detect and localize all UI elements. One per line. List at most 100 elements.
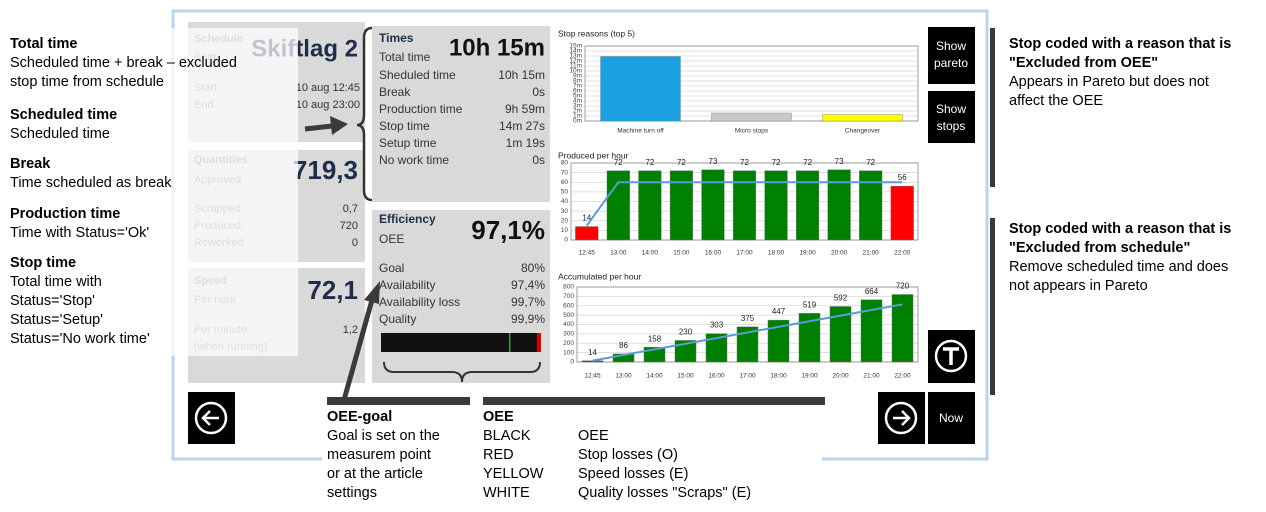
y-tick-label: 70	[561, 169, 569, 176]
show-stops-button[interactable]	[928, 91, 975, 143]
bar	[669, 170, 693, 241]
x-tick-label: Machine turn off	[617, 128, 664, 135]
note-text: Scheduled time + break – excluded	[10, 55, 237, 71]
note-text: Time scheduled as break	[10, 175, 172, 191]
button-label: stops	[937, 119, 966, 133]
value: 80%	[521, 261, 545, 275]
note-text: Scheduled time	[10, 126, 110, 142]
data-label: 519	[803, 300, 817, 309]
data-label: 72	[866, 158, 875, 167]
bar	[638, 170, 662, 241]
x-tick-label: 18:00	[770, 373, 787, 380]
data-label: 72	[740, 158, 749, 167]
chart-title: Produced per hour	[558, 150, 629, 160]
note-title: Break	[10, 156, 51, 172]
bar	[890, 185, 914, 241]
x-tick-label: 13:00	[615, 373, 632, 380]
side-marker	[990, 28, 995, 187]
x-tick-label: 21:00	[863, 373, 880, 380]
x-tick-label: 12:45	[579, 250, 596, 257]
y-tick-label: 7m	[573, 83, 582, 90]
note-title: Stop coded with a reason that is	[1009, 221, 1231, 237]
note-text: Appears in Pareto but does not	[1009, 74, 1209, 90]
t-icon	[934, 339, 968, 373]
y-tick-label: 300	[563, 331, 574, 338]
bar	[612, 353, 635, 363]
bar	[796, 170, 820, 241]
value: 0	[352, 237, 358, 249]
note-text: Time with Status='Ok'	[10, 225, 149, 241]
bar	[600, 56, 681, 122]
label: Availability	[379, 278, 435, 292]
note-text: Goal is set on the	[327, 428, 440, 444]
notes: Total time Scheduled time + break – exclu…	[10, 36, 1231, 501]
y-tick-label: 12m	[569, 58, 582, 65]
data-label: 375	[741, 314, 755, 323]
target-line	[592, 303, 903, 362]
x-tick-label: 15:00	[677, 373, 694, 380]
note-title: Stop time	[10, 255, 76, 271]
times-panel	[372, 26, 550, 202]
note-overlay	[0, 28, 298, 356]
bar	[674, 340, 697, 363]
note-title: Total time	[10, 36, 77, 52]
note-title: "Excluded from OEE"	[1009, 55, 1158, 71]
side-marker	[990, 218, 995, 395]
note-bar	[327, 397, 470, 405]
x-tick-label: 15:00	[673, 250, 690, 257]
value: 10h 15m	[498, 68, 545, 82]
x-tick-label: 17:00	[739, 373, 756, 380]
x-tick-label: 14:00	[646, 373, 663, 380]
button-label: Show	[936, 102, 966, 116]
x-tick-label: 19:00	[799, 250, 816, 257]
legend-text: Stop losses (O)	[578, 447, 678, 463]
efficiency-panel	[372, 210, 550, 383]
y-tick-label: 400	[563, 321, 574, 328]
data-label: 72	[645, 158, 654, 167]
label: Sheduled time	[379, 68, 456, 82]
note-title: OEE	[483, 409, 514, 425]
t-icon-glyph	[943, 347, 959, 365]
legend-color: WHITE	[483, 485, 530, 501]
value: 1m 19s	[506, 136, 545, 150]
value: 99,7%	[511, 295, 545, 309]
times-brace	[356, 26, 373, 202]
x-tick-label: 20:00	[831, 250, 848, 257]
now-button[interactable]	[928, 392, 975, 444]
x-tick-label: 19:00	[801, 373, 818, 380]
bar	[891, 294, 914, 363]
y-tick-label: 9m	[573, 73, 582, 80]
legend-text: OEE	[578, 428, 609, 444]
oee-loss	[537, 333, 541, 352]
prev-arrow	[201, 410, 219, 426]
value: 10 aug 23:00	[296, 99, 360, 111]
times-arrow	[304, 123, 333, 132]
data-label: 720	[896, 282, 910, 291]
data-label: 86	[619, 341, 628, 350]
legend-text: Speed losses (E)	[578, 466, 688, 482]
x-tick-label: 16:00	[705, 250, 722, 257]
goal-arrowhead	[364, 281, 380, 304]
bar	[606, 170, 630, 241]
y-tick-label: 13m	[569, 53, 582, 60]
bar	[767, 319, 790, 363]
bar	[581, 360, 604, 363]
x-tick-label: 17:00	[736, 250, 753, 257]
data-label: 72	[614, 158, 623, 167]
chart-title: Stop reasons (top 5)	[558, 28, 635, 38]
label: Availability loss	[379, 295, 460, 309]
show-pareto-button[interactable]	[928, 27, 975, 84]
value: 0s	[532, 153, 545, 167]
data-label: 303	[710, 321, 724, 330]
note-text: Remove scheduled time and does	[1009, 259, 1228, 275]
y-tick-label: 100	[563, 349, 574, 356]
value: 9h 59m	[505, 102, 545, 116]
note-text: or at the article	[327, 466, 423, 482]
target-line	[585, 181, 903, 227]
legend-color: BLACK	[483, 428, 531, 444]
note-title: OEE-goal	[327, 409, 392, 425]
label: Quality	[379, 312, 416, 326]
data-label: 14	[588, 348, 597, 357]
bar	[732, 170, 757, 241]
